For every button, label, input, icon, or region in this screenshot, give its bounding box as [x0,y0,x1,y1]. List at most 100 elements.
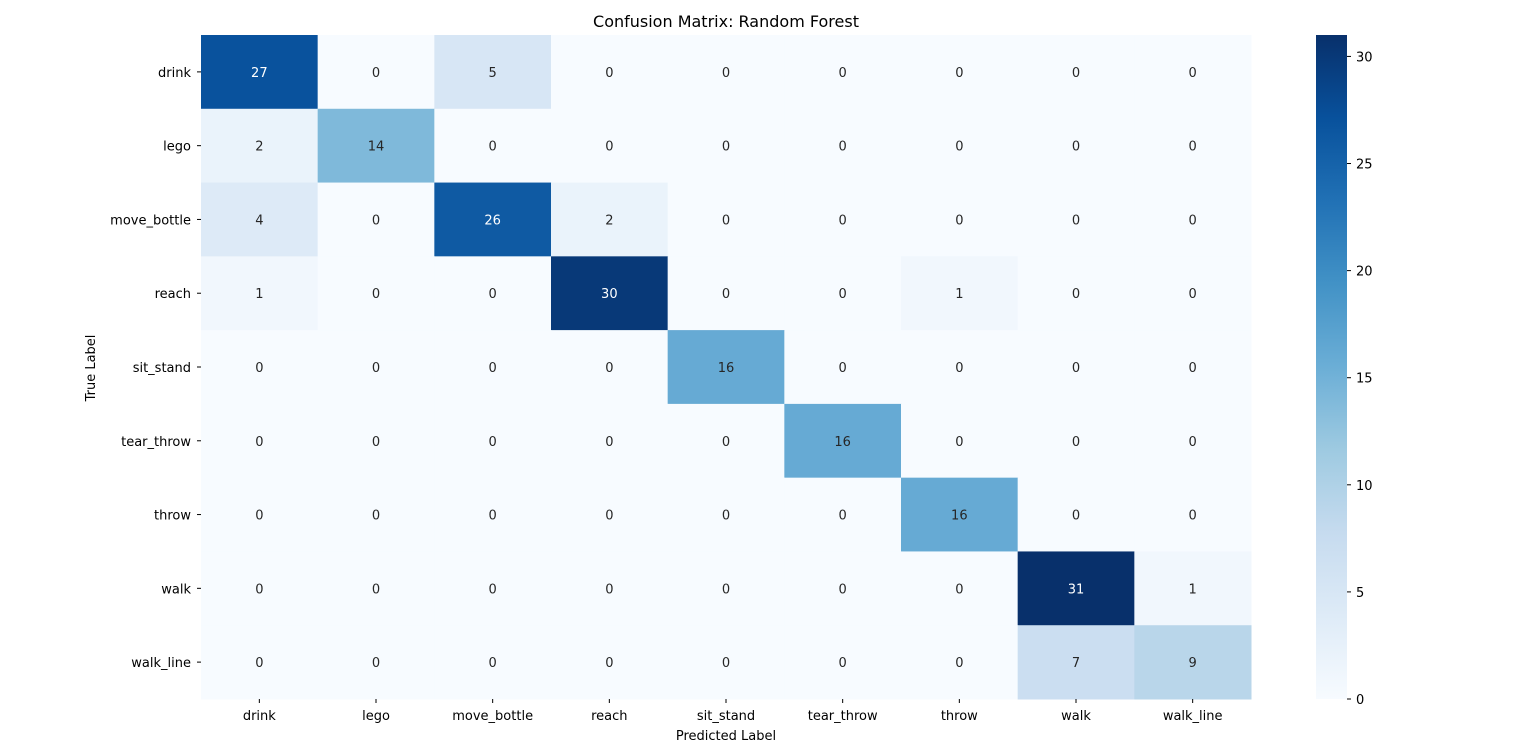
cell-value-label: 0 [1072,66,1080,81]
y-tick-label: throw [154,509,191,524]
colorbar-tick-label: 0 [1356,693,1364,708]
cell-value-label: 0 [1189,509,1197,524]
cell-value-label: 9 [1189,656,1197,671]
colorbar-ticks: 0 5 10 15 20 25 30 [1347,50,1373,708]
heatmap-cell [551,477,669,552]
cell-value-label: 0 [839,140,847,155]
x-tick-label: walk [1061,709,1091,724]
cell-value-label: 0 [489,287,497,302]
cell-value-label: 0 [722,582,730,597]
heatmap-cell [1134,551,1252,626]
cell-value-label: 0 [605,361,613,376]
heatmap-cell [201,108,319,184]
x-tick-label: throw [941,709,978,724]
cell-value-label: 0 [839,509,847,524]
heatmap-cell [1134,403,1252,479]
cell-value-label: 0 [255,582,263,597]
heatmap-cell [201,625,319,700]
cell-value-label: 0 [489,435,497,450]
colorbar-tick-label: 25 [1356,158,1373,173]
cell-value-label: 1 [1189,582,1197,597]
cell-value-label: 0 [372,582,380,597]
cell-value-label: 0 [1072,435,1080,450]
cell-value-label: 0 [722,435,730,450]
heatmap-cell [201,477,319,552]
heatmap-cell [784,551,902,626]
cell-value-label: 0 [955,656,963,671]
cell-value-label: 0 [955,213,963,228]
x-tick-label: move_bottle [452,709,533,724]
cell-value-label: 0 [839,213,847,228]
heatmap-cell [434,551,552,626]
heatmap-cell [317,551,435,626]
cell-value-label: 7 [1072,656,1080,671]
heatmap-cell [901,403,1019,479]
heatmap-cell [901,625,1019,700]
heatmap-cell [434,330,552,405]
heatmap-cell [201,256,319,331]
y-tick-label: walk [161,582,191,597]
heatmap-cell [1134,35,1252,110]
heatmap-cell [1134,625,1252,700]
x-tick-label: lego [362,709,390,724]
cell-value-label: 0 [839,361,847,376]
heatmap-cell [667,108,785,184]
heatmap-cell [901,256,1019,331]
cell-value-label: 0 [955,435,963,450]
heatmap-cell [784,625,902,700]
heatmap-cell [551,330,669,405]
cell-value-label: 16 [951,509,968,524]
y-axis-label: True Label [84,335,99,403]
heatmap-cell [551,182,669,257]
cell-value-label: 0 [722,287,730,302]
heatmap-cell [434,477,552,552]
heatmap-cell [784,477,902,552]
cell-value-label: 0 [489,140,497,155]
heatmap-cell [201,551,319,626]
cell-value-label: 5 [489,66,497,81]
heatmap-cell [317,330,435,405]
heatmap-cell [551,403,669,479]
y-tick-label: sit_stand [133,361,191,376]
cell-value-label: 0 [955,361,963,376]
y-tick-label: walk_line [131,656,191,671]
heatmap-cell [667,551,785,626]
heatmap-cell-labels: 27 0 5 0 0 0 0 0 0 2 14 0 0 0 0 0 0 0 4 0 26 2 0 0 0 0 0 1 0 0 30 0 0 1 0 0… [251,66,1197,671]
cell-value-label: 27 [251,66,268,81]
heatmap-cell [667,256,785,331]
heatmap-cell [201,403,319,479]
heatmap-cell [434,403,552,479]
cell-value-label: 0 [605,656,613,671]
cell-value-label: 0 [372,656,380,671]
colorbar-tick-label: 5 [1356,586,1364,601]
heatmap-cell [1134,330,1252,405]
y-tick-label: tear_throw [121,435,191,450]
heatmap-cell [434,625,552,700]
cell-value-label: 0 [372,509,380,524]
cell-value-label: 0 [605,582,613,597]
cell-value-label: 16 [718,361,735,376]
heatmap-cell [434,108,552,184]
cell-value-label: 0 [1189,213,1197,228]
heatmap-cell [667,330,785,405]
heatmap-cell [901,35,1019,110]
heatmap-cell [434,35,552,110]
heatmap-cell [667,35,785,110]
heatmap-cell [1017,182,1135,257]
x-axis-ticks: drink lego move_bottle reach sit_stand tear_t… [243,699,1223,724]
heatmap-cell [784,256,902,331]
cell-value-label: 0 [1072,287,1080,302]
heatmap-cell [317,477,435,552]
cell-value-label: 0 [955,66,963,81]
cell-value-label: 1 [955,287,963,302]
cell-value-label: 0 [372,435,380,450]
cell-value-label: 0 [722,509,730,524]
cell-value-label: 0 [605,509,613,524]
heatmap-cell [1017,403,1135,479]
heatmap-cell [317,625,435,700]
cell-value-label: 0 [1189,435,1197,450]
cell-value-label: 16 [834,435,851,450]
colorbar-tick-label: 15 [1356,372,1373,387]
